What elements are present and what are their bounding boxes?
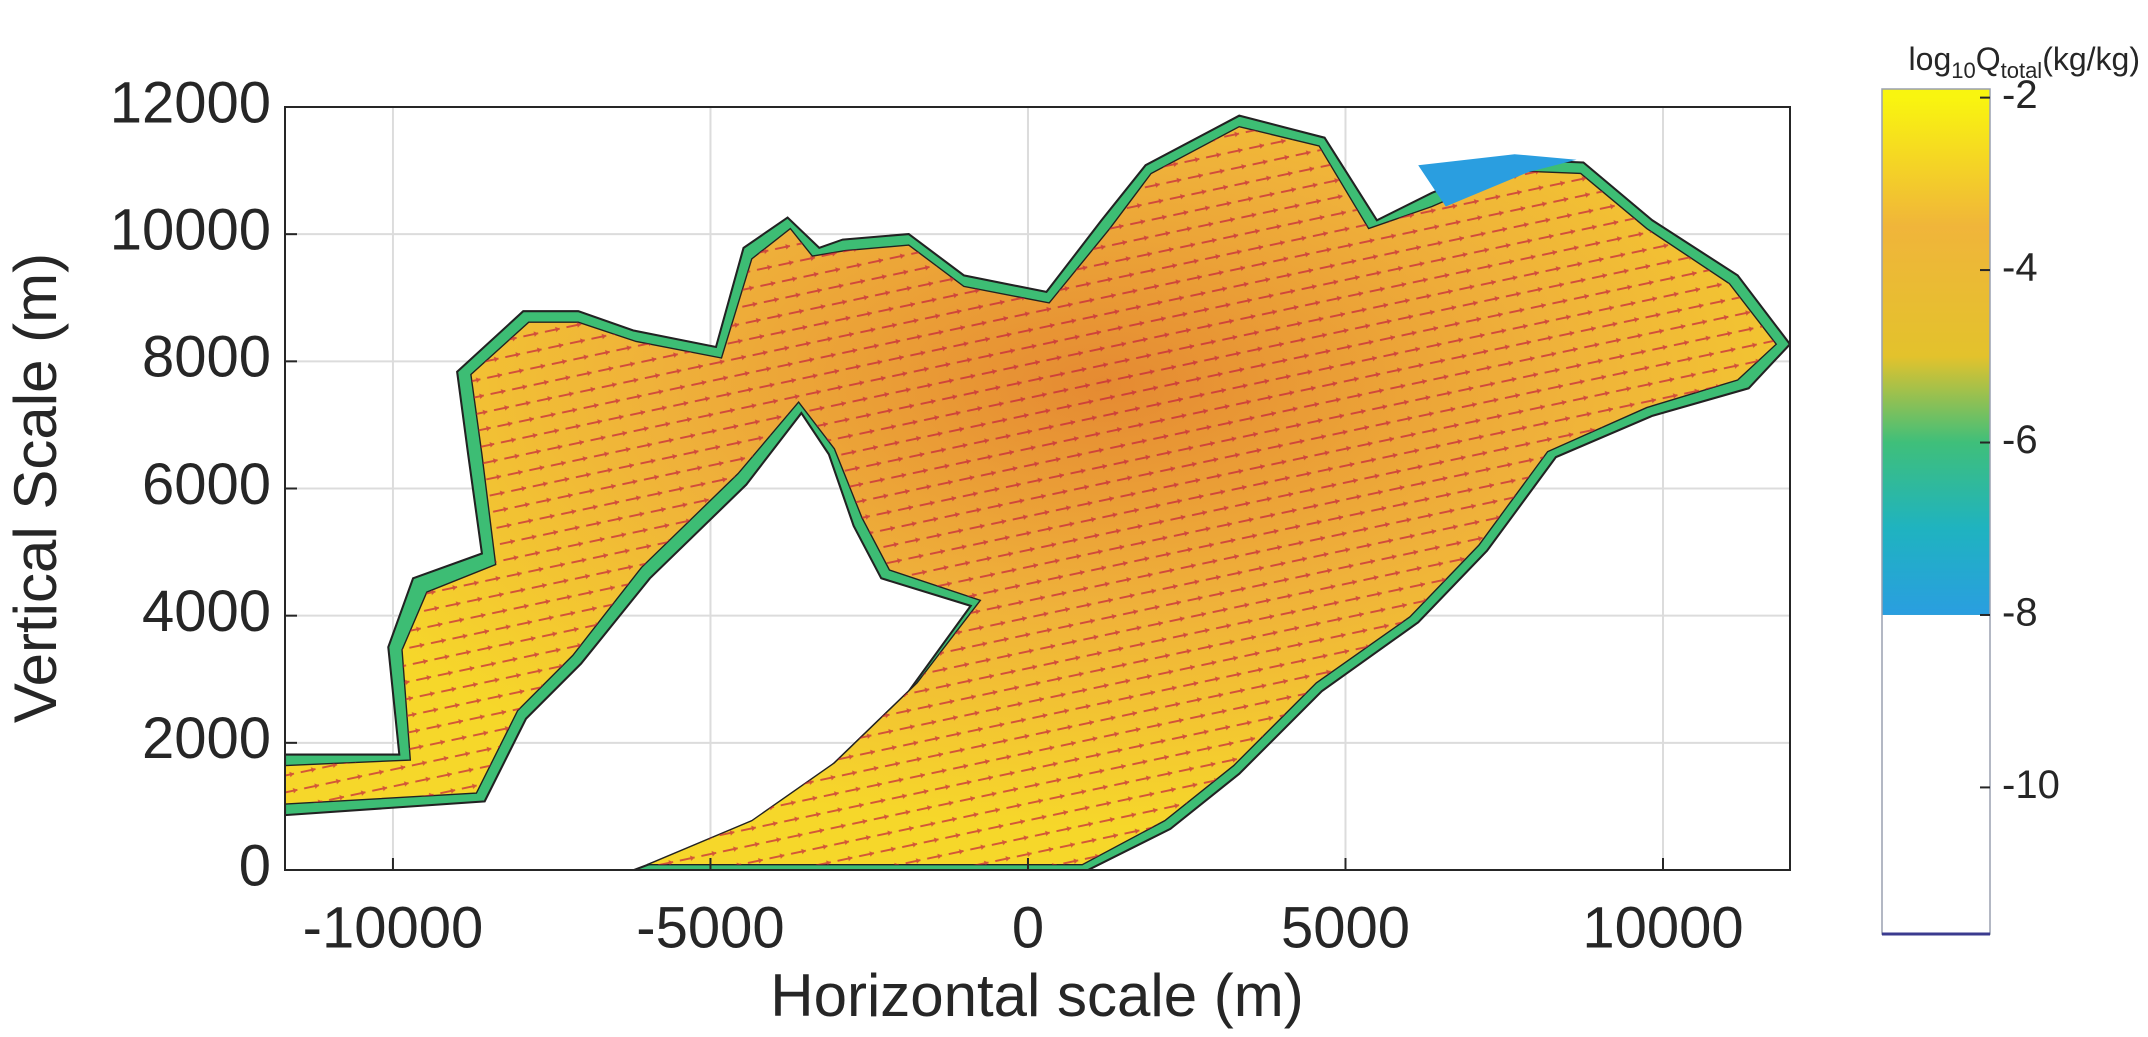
- x-tick-label: -5000: [636, 895, 784, 960]
- y-tick-label: 10000: [110, 197, 271, 262]
- colorbar-tick-label: -6: [2002, 418, 2038, 462]
- label-part: Q: [1976, 41, 2001, 77]
- colorbar-tick-label: -8: [2002, 591, 2038, 635]
- y-axis-label: Vertical Scale (m): [2, 253, 69, 723]
- y-tick-label: 4000: [142, 579, 271, 644]
- y-tick-label: 2000: [142, 706, 271, 771]
- y-tick-label: 8000: [142, 325, 271, 390]
- colorbar-tick-label: -4: [2002, 246, 2038, 290]
- colorbar-gradient: [1882, 98, 1990, 615]
- x-tick-label: -10000: [303, 895, 484, 960]
- x-tick-label: 5000: [1281, 895, 1410, 960]
- label-part: 10: [1951, 58, 1975, 83]
- x-tick-label: 0: [1012, 895, 1044, 960]
- label-part: log: [1909, 41, 1952, 77]
- y-tick-label: 6000: [142, 452, 271, 517]
- colorbar-tick-label: -2: [2002, 73, 2038, 117]
- label-part: (kg/kg): [2042, 41, 2140, 77]
- colorbar-tick-label: -10: [2002, 763, 2060, 807]
- x-axis-label: Horizontal scale (m): [770, 962, 1303, 1029]
- x-tick-label: 10000: [1582, 895, 1743, 960]
- y-tick-label: 12000: [110, 70, 271, 135]
- y-tick-label: 0: [239, 833, 271, 898]
